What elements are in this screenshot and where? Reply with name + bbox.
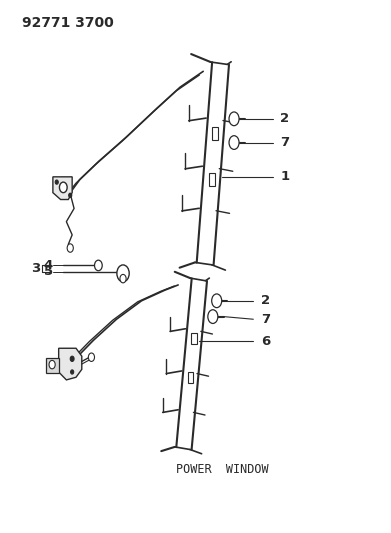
Text: 2: 2 (261, 294, 270, 308)
Text: POWER  WINDOW: POWER WINDOW (176, 463, 269, 476)
Circle shape (120, 274, 126, 283)
Bar (191, 334, 197, 344)
Text: 92771 3700: 92771 3700 (22, 16, 114, 30)
Bar (46, 358, 59, 373)
Text: 6: 6 (261, 335, 270, 348)
Circle shape (88, 353, 95, 361)
Text: 4: 4 (44, 259, 53, 272)
Circle shape (55, 180, 58, 184)
Circle shape (71, 370, 74, 374)
Circle shape (70, 356, 74, 361)
Circle shape (67, 244, 74, 252)
Circle shape (208, 310, 218, 324)
Circle shape (212, 294, 222, 308)
Circle shape (69, 193, 72, 197)
Circle shape (229, 136, 239, 149)
Circle shape (117, 265, 129, 282)
Circle shape (49, 360, 55, 369)
Polygon shape (59, 348, 82, 380)
Text: 2: 2 (280, 112, 289, 125)
Bar (212, 127, 218, 140)
Bar (188, 373, 193, 383)
Circle shape (59, 182, 67, 192)
Polygon shape (53, 177, 72, 199)
Circle shape (95, 260, 102, 271)
Bar (208, 173, 215, 186)
Text: 5: 5 (44, 265, 53, 278)
Text: 7: 7 (280, 136, 289, 149)
Text: 7: 7 (261, 313, 270, 326)
Text: 3: 3 (31, 262, 41, 275)
Text: 1: 1 (280, 171, 289, 183)
Circle shape (229, 112, 239, 126)
